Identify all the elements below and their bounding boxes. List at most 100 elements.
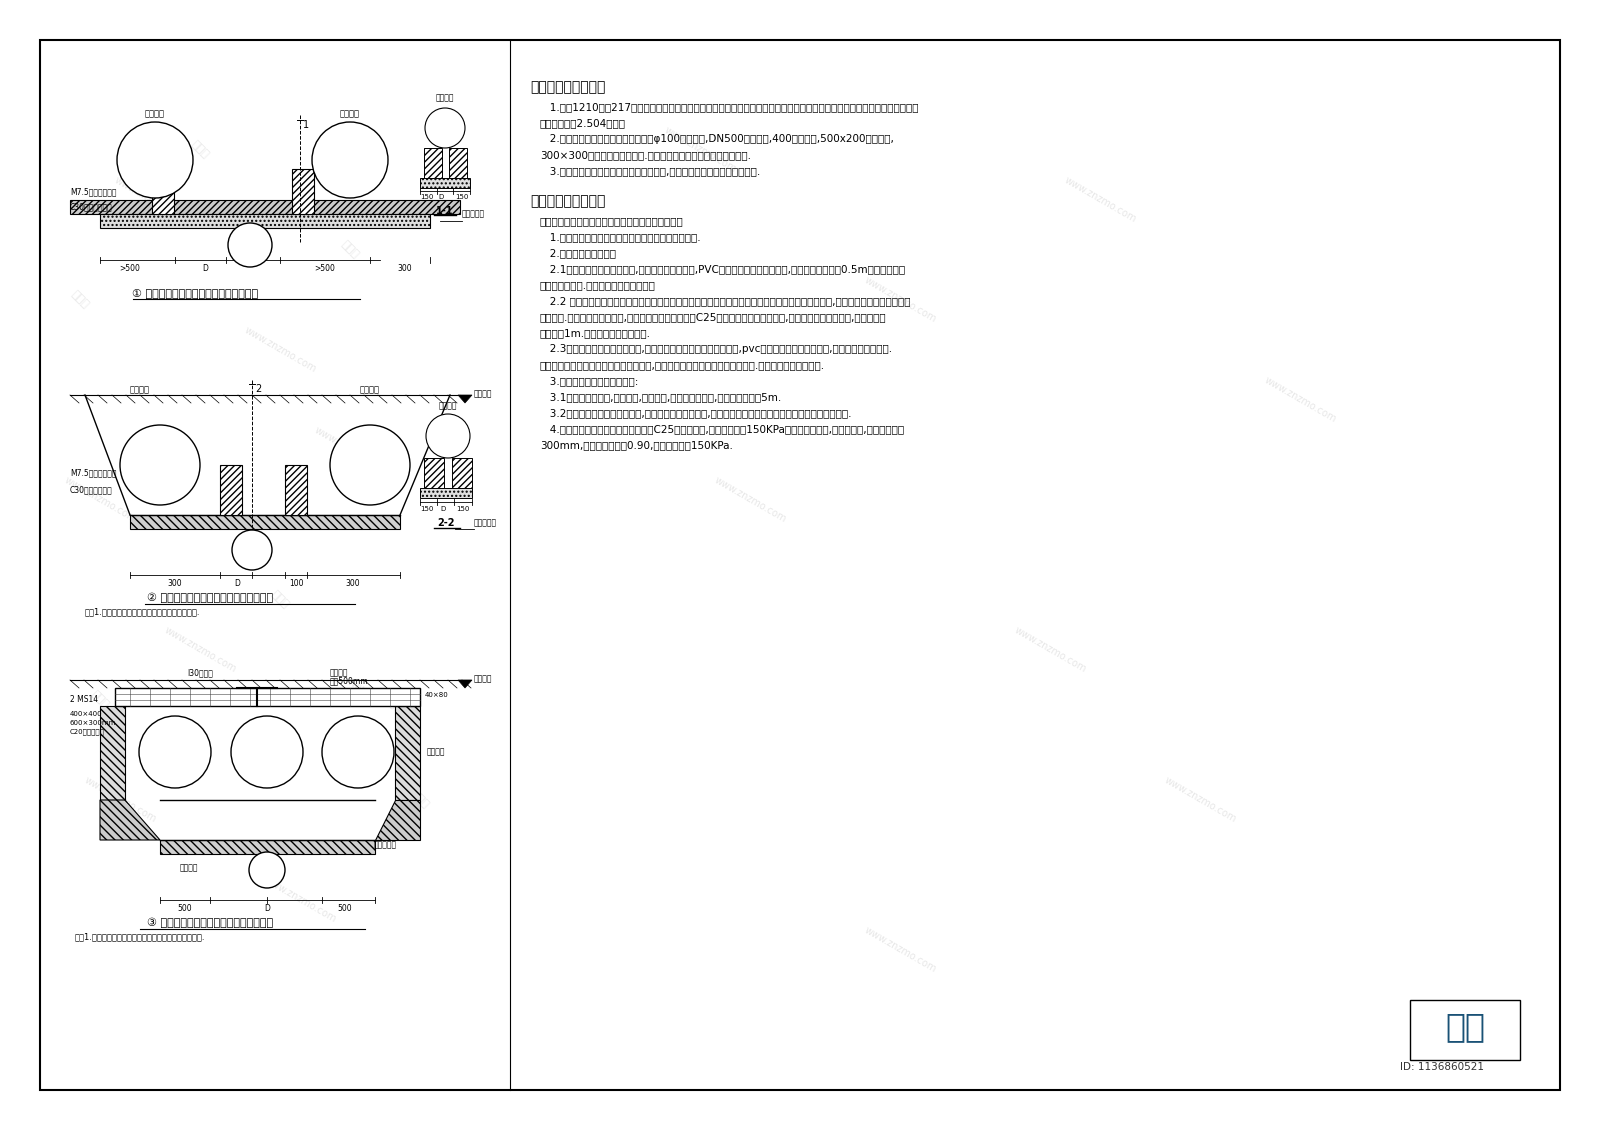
Text: 其他管道: 其他管道 bbox=[427, 748, 445, 756]
Bar bbox=[130, 515, 400, 529]
Text: 600×300mm: 600×300mm bbox=[70, 720, 117, 725]
Text: 知禾网: 知禾网 bbox=[410, 790, 430, 810]
Text: C30混凝土枕木垫: C30混凝土枕木垫 bbox=[70, 485, 112, 494]
Text: www.znzmo.com: www.znzmo.com bbox=[262, 876, 338, 924]
Text: 2 MS14: 2 MS14 bbox=[70, 695, 98, 704]
Text: 2.3当给水管道下穿其他管线时,如为电信、电力、排符管的排水管,pvc雨水管等软较材料管道时,用异型对管进行保护.: 2.3当给水管道下穿其他管线时,如为电信、电力、排符管的排水管,pvc雨水管等软… bbox=[541, 344, 893, 354]
Text: D: D bbox=[234, 579, 240, 588]
Text: 2: 2 bbox=[254, 384, 261, 394]
Text: www.znzmo.com: www.znzmo.com bbox=[1062, 175, 1138, 225]
Text: www.znzmo.com: www.znzmo.com bbox=[1162, 775, 1238, 825]
Text: www.znzmo.com: www.znzmo.com bbox=[82, 775, 158, 825]
Circle shape bbox=[117, 122, 194, 198]
Text: www.znzmo.com: www.znzmo.com bbox=[862, 276, 938, 324]
Text: 间距500mm: 间距500mm bbox=[330, 676, 368, 685]
Circle shape bbox=[139, 716, 211, 788]
Text: 2-2: 2-2 bbox=[437, 518, 454, 528]
Bar bbox=[419, 488, 472, 498]
Bar bbox=[70, 200, 461, 214]
Text: 注：1.此保护管道适用于下穿具有一定刚度的管道.: 注：1.此保护管道适用于下穿具有一定刚度的管道. bbox=[85, 607, 200, 616]
Text: D: D bbox=[440, 506, 446, 512]
Bar bbox=[419, 179, 470, 188]
Text: >500: >500 bbox=[120, 264, 141, 273]
Text: www.znzmo.com: www.znzmo.com bbox=[162, 625, 238, 675]
Text: www.znzmo.com: www.znzmo.com bbox=[312, 425, 387, 475]
Text: 注：1.此保护措施适用于下穿雨水管、电力、电信等管道.: 注：1.此保护措施适用于下穿雨水管、电力、电信等管道. bbox=[75, 932, 205, 941]
Bar bbox=[115, 688, 419, 706]
Text: 150: 150 bbox=[419, 506, 434, 512]
Text: 管槽底标高: 管槽底标高 bbox=[374, 841, 397, 850]
Text: www.znzmo.com: www.znzmo.com bbox=[1262, 375, 1338, 425]
Bar bbox=[99, 706, 125, 800]
Circle shape bbox=[250, 852, 285, 888]
Bar bbox=[221, 466, 242, 515]
Text: 给水管道: 给水管道 bbox=[130, 385, 150, 394]
Text: >500: >500 bbox=[315, 264, 336, 273]
Text: 2.1当给水管道上穿其他管线,如为浆砂管的排水管,PVC雨水管等软较材料管道时,可在其他管线两偁0.5m范围内设置支: 2.1当给水管道上穿其他管线,如为浆砂管的排水管,PVC雨水管等软较材料管道时,… bbox=[541, 264, 906, 273]
Text: www.znzmo.com: www.znzmo.com bbox=[342, 676, 418, 724]
Text: 其他管道: 其他管道 bbox=[360, 385, 381, 394]
Text: 4.所有支擐下地基应加钙的粧石或者C25混凝土地基,承载力不小于150KPa；如为回弹地段,应分层密实,密实度不大于: 4.所有支擐下地基应加钙的粧石或者C25混凝土地基,承载力不小于150KPa；如… bbox=[541, 424, 904, 434]
Text: M7.5水泥砂浆砌砖: M7.5水泥砂浆砌砖 bbox=[70, 186, 117, 195]
Text: 采用型锂及尼龙带将其他管道套于型锂上,结合合适尺寸可能进行挤水给水管道.具体详保护措施大样３.: 采用型锂及尼龙带将其他管道套于型锂上,结合合适尺寸可能进行挤水给水管道.具体详保… bbox=[541, 360, 826, 370]
Text: 给水管道: 给水管道 bbox=[435, 93, 454, 102]
Text: C20混凝土基础: C20混凝土基础 bbox=[70, 728, 106, 734]
Text: www.znzmo.com: www.znzmo.com bbox=[862, 925, 938, 975]
Text: 其他管道: 其他管道 bbox=[438, 401, 458, 410]
Text: 150: 150 bbox=[456, 506, 470, 512]
Bar bbox=[1410, 1000, 1520, 1060]
Circle shape bbox=[229, 223, 272, 267]
Text: www.znzmo.com: www.znzmo.com bbox=[712, 476, 787, 524]
Text: 管槽底标高: 管槽底标高 bbox=[474, 519, 498, 528]
Text: www.znzmo.com: www.znzmo.com bbox=[1013, 625, 1088, 675]
Text: 2.与其他管线交叉时：: 2.与其他管线交叉时： bbox=[541, 247, 616, 258]
Text: 1.根据1210双峰217车站至长寿沟地形测量和地下管线详查（重庆市勘测院），本工程存在电力、通信、给水、排水、燃气等: 1.根据1210双峰217车站至长寿沟地形测量和地下管线详查（重庆市勘测院），本… bbox=[541, 102, 918, 112]
Text: 40×80: 40×80 bbox=[426, 692, 448, 698]
Text: 3.现状管线与本工程发生上穿或下穿情况,具体管道保护措施详见以下说明.: 3.现状管线与本工程发生上穿或下穿情况,具体管道保护措施详见以下说明. bbox=[541, 166, 760, 176]
Text: M7.5水泥砂浆砌砖: M7.5水泥砂浆砌砖 bbox=[70, 468, 117, 477]
Text: 其他管道.给水管道施工完成后,上层锂管为锃制管道进行C25混凝土浇注至地面管槽层,其他管道采用石粉回填,长度为上至: 其他管道.给水管道施工完成后,上层锂管为锃制管道进行C25混凝土浇注至地面管槽层… bbox=[541, 312, 886, 322]
Polygon shape bbox=[458, 680, 472, 688]
Text: 知禾网: 知禾网 bbox=[90, 689, 110, 711]
Text: 1-1: 1-1 bbox=[437, 206, 454, 216]
Circle shape bbox=[426, 108, 466, 148]
Circle shape bbox=[426, 414, 470, 458]
Polygon shape bbox=[374, 800, 419, 840]
Text: www.znzmo.com: www.znzmo.com bbox=[242, 325, 318, 375]
Text: 地面标高: 地面标高 bbox=[474, 390, 493, 399]
Circle shape bbox=[312, 122, 387, 198]
Text: 2.本工程管道所在人行通道之间存在φ100电力管道,DN500排水管道,400燃气管道,500x200通信管道,: 2.本工程管道所在人行通道之间存在φ100电力管道,DN500排水管道,400燃… bbox=[541, 134, 894, 144]
Bar bbox=[152, 170, 174, 214]
Polygon shape bbox=[99, 800, 160, 840]
Circle shape bbox=[330, 425, 410, 505]
Bar bbox=[395, 706, 419, 800]
Text: 知禾网: 知禾网 bbox=[69, 289, 91, 311]
Text: 知禾: 知禾 bbox=[1445, 1010, 1485, 1043]
Text: 知禾网: 知禾网 bbox=[269, 590, 291, 610]
Text: 当给水管道与其他管线较近，按下列保护措施实施：: 当给水管道与其他管线较近，按下列保护措施实施： bbox=[541, 216, 683, 226]
Text: D: D bbox=[202, 264, 208, 273]
Text: 500: 500 bbox=[178, 904, 192, 913]
Text: 二、管道保护措施：: 二、管道保护措施： bbox=[530, 194, 605, 208]
Text: 500: 500 bbox=[338, 904, 352, 913]
Text: 一、现状管线分析：: 一、现状管线分析： bbox=[530, 80, 605, 94]
Text: 撟跨越其他管线.具体详保护措施大样１。: 撟跨越其他管线.具体详保护措施大样１。 bbox=[541, 280, 656, 290]
Text: 给水管道: 给水管道 bbox=[179, 863, 198, 872]
Text: 地面标高: 地面标高 bbox=[474, 675, 493, 684]
Circle shape bbox=[232, 530, 272, 570]
Text: 300×300电信管道等多种管线.故大部分给水管段只能敏设于道路下.: 300×300电信管道等多种管线.故大部分给水管段只能敏设于道路下. bbox=[541, 150, 750, 160]
Text: 150: 150 bbox=[456, 194, 469, 200]
Circle shape bbox=[230, 716, 302, 788]
Text: www.znzmo.com: www.znzmo.com bbox=[112, 175, 187, 225]
Text: 300mm,密实系数不小于0.90,承载力不小于150KPa.: 300mm,密实系数不小于0.90,承载力不小于150KPa. bbox=[541, 440, 733, 450]
Text: 知禾网: 知禾网 bbox=[339, 240, 360, 261]
Text: 3.与其他管道水平平行交叉时:: 3.与其他管道水平平行交叉时: bbox=[541, 376, 638, 386]
Circle shape bbox=[322, 716, 394, 788]
Text: 光纤筋等: 光纤筋等 bbox=[330, 668, 349, 677]
Bar bbox=[450, 148, 467, 179]
Text: D: D bbox=[264, 904, 270, 913]
Text: 管槽底标高: 管槽底标高 bbox=[462, 209, 485, 218]
Polygon shape bbox=[458, 396, 472, 403]
Text: C30混凝土枕木垫: C30混凝土枕木垫 bbox=[70, 202, 112, 211]
Bar bbox=[285, 466, 307, 515]
